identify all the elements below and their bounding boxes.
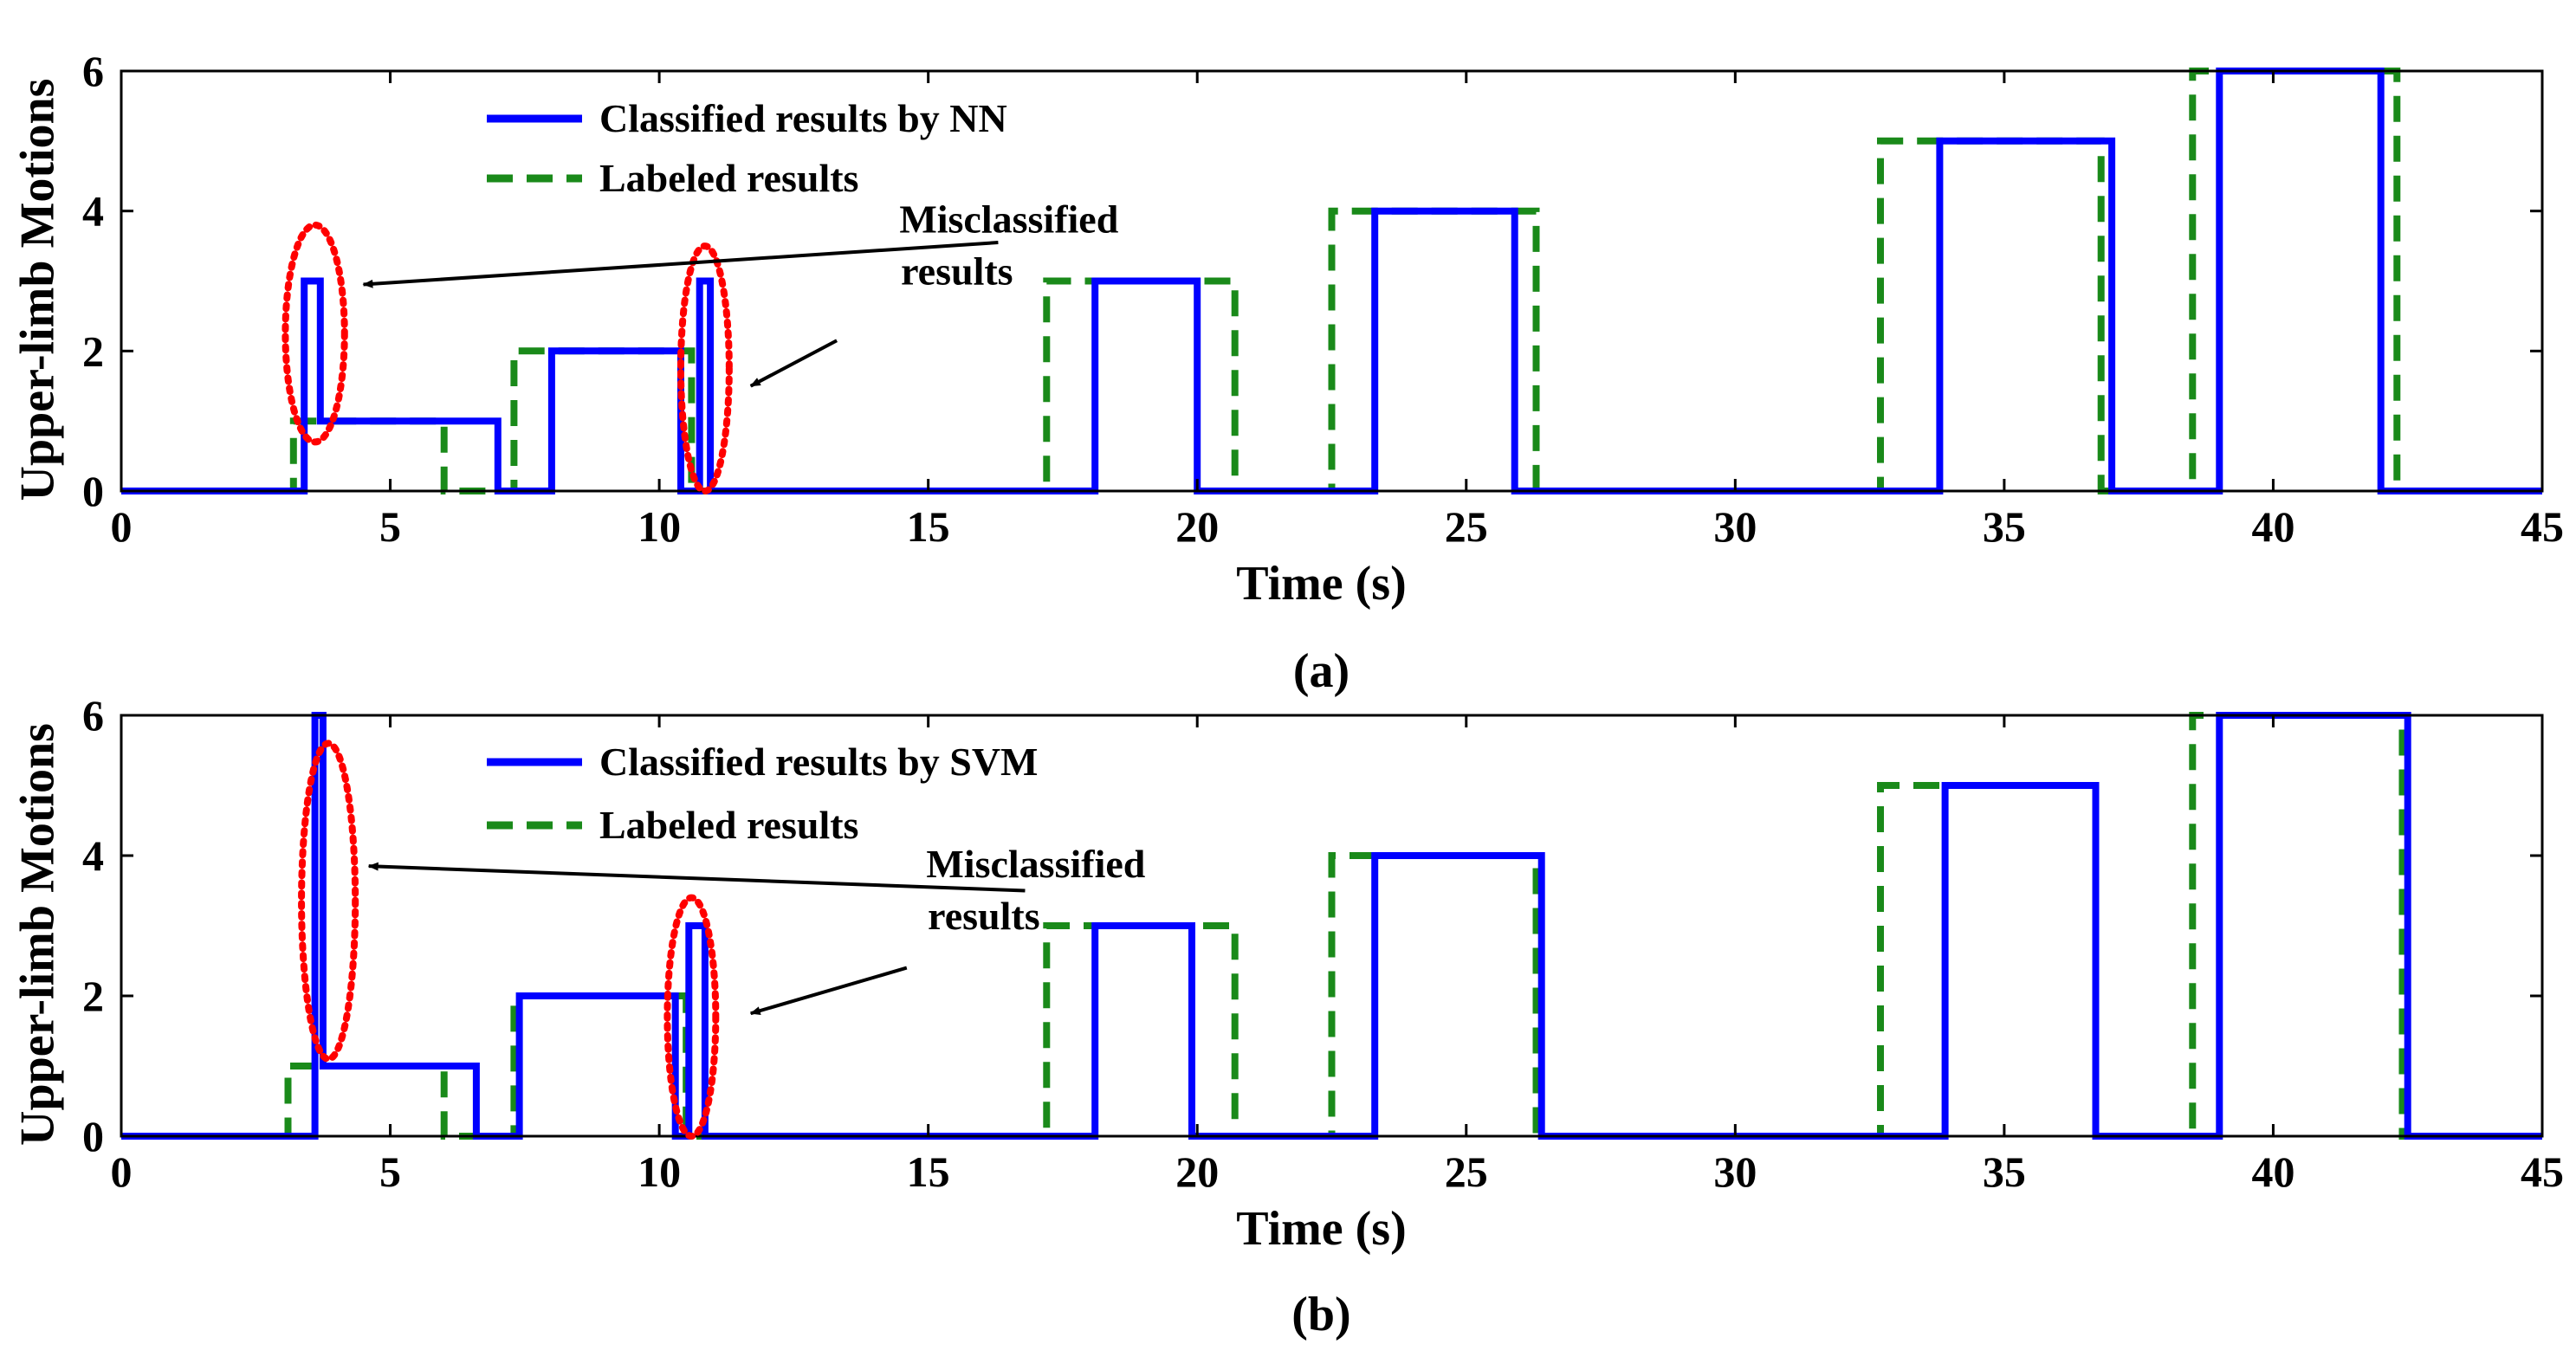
panel-a-x-tick-label: 10 — [638, 502, 681, 551]
panel-a-y-tick-label: 4 — [82, 187, 104, 236]
panel-b-legend-classified-label: Classified results by SVM — [599, 740, 1038, 784]
panel-a-x-tick-label: 45 — [2521, 502, 2564, 551]
panel-a-y-tick-label: 0 — [82, 467, 104, 515]
panel-b-y-tick-label: 0 — [82, 1112, 104, 1160]
panel-b-legend-labeled-label: Labeled results — [599, 803, 858, 847]
panel-a-x-tick-label: 20 — [1175, 502, 1219, 551]
panel-a-x-tick-label: 35 — [1983, 502, 2026, 551]
panel-a-annotations — [282, 221, 999, 494]
panel-a-plot-frame — [120, 69, 2544, 493]
panel-b-misclassified-ellipse — [298, 740, 359, 1063]
panel-b-x-tick-label: 30 — [1713, 1147, 1757, 1196]
panel-b-plot-frame — [120, 714, 2544, 1138]
panel-a-x-axis-title: Time (s) — [1236, 557, 1407, 611]
panel-a-y-axis-title: Upper-limb Motions — [11, 79, 65, 501]
panel-a-classified-series-line — [121, 68, 2542, 494]
panel-b-caption: (b) — [1291, 1288, 1350, 1341]
panel-b-classified-series-line — [121, 712, 2542, 1140]
panel-b-x-tick-label: 35 — [1983, 1147, 2026, 1196]
panel-b-x-tick-label: 45 — [2521, 1147, 2564, 1196]
panel-b: 0 5 10 15 20 25 30 35 40 45 0 2 4 6 Classified result… — [11, 691, 2564, 1341]
panel-a-annotation-line1: Misclassified — [899, 197, 1118, 241]
panel-a-labeled-series-line — [121, 68, 2542, 494]
panel-b-ticks: 0 5 10 15 20 25 30 35 40 45 0 2 4 6 — [82, 691, 2564, 1196]
panel-b-annotation-arrow — [749, 966, 908, 1016]
panel-b-annotation-arrow — [367, 862, 1026, 893]
panel-a-legend-labeled-label: Labeled results — [599, 156, 858, 200]
panel-a: 0 5 10 15 20 25 30 35 40 45 0 2 4 6 Classified result… — [11, 47, 2564, 698]
panel-a-series — [121, 68, 2542, 494]
panel-a-misclassified-ellipse — [676, 242, 733, 494]
panel-b-x-tick-label: 0 — [111, 1147, 133, 1196]
panel-b-y-tick-label: 4 — [82, 831, 104, 880]
panel-b-series — [121, 712, 2542, 1140]
panel-a-x-tick-label: 0 — [111, 502, 133, 551]
panel-a-x-tick-label: 40 — [2251, 502, 2294, 551]
panel-b-x-tick-label: 40 — [2251, 1147, 2294, 1196]
panel-b-x-tick-label: 5 — [379, 1147, 401, 1196]
panel-b-x-tick-label: 10 — [638, 1147, 681, 1196]
panel-a-ticks: 0 5 10 15 20 25 30 35 40 45 0 2 4 6 — [82, 47, 2564, 551]
panel-b-misclassified-ellipse — [663, 894, 720, 1141]
panel-a-x-tick-label: 25 — [1445, 502, 1488, 551]
panel-b-annotations — [298, 740, 1026, 1141]
panel-b-y-tick-label: 6 — [82, 691, 104, 740]
panel-a-x-tick-label: 30 — [1713, 502, 1757, 551]
panel-b-legend: Classified results by SVM Labeled result… — [487, 740, 1038, 847]
panel-a-annotation-arrow — [749, 339, 838, 388]
panel-b-x-tick-label: 25 — [1445, 1147, 1488, 1196]
panel-b-x-tick-label: 20 — [1175, 1147, 1219, 1196]
panel-b-x-tick-label: 15 — [907, 1147, 950, 1196]
panel-b-labeled-series-line — [121, 712, 2542, 1140]
panel-a-y-tick-label: 2 — [82, 326, 104, 375]
panel-a-annotation-line2: results — [901, 249, 1013, 293]
panel-a-caption: (a) — [1293, 644, 1349, 698]
panel-a-legend: Classified results by NN Labeled results — [487, 96, 1007, 200]
panel-a-misclassified-ellipse — [282, 221, 348, 446]
panel-a-x-tick-label: 15 — [907, 502, 950, 551]
panel-a-annotation-arrow — [362, 241, 999, 288]
panel-a-y-tick-label: 6 — [82, 47, 104, 95]
panel-b-x-axis-title: Time (s) — [1236, 1202, 1407, 1256]
panel-a-legend-classified-label: Classified results by NN — [599, 96, 1007, 140]
panel-b-annotation-line2: results — [928, 894, 1040, 938]
panel-a-x-tick-label: 5 — [379, 502, 401, 551]
panel-b-y-axis-title: Upper-limb Motions — [11, 723, 65, 1146]
panel-b-y-tick-label: 2 — [82, 972, 104, 1020]
panel-b-annotation-line1: Misclassified — [926, 842, 1145, 886]
